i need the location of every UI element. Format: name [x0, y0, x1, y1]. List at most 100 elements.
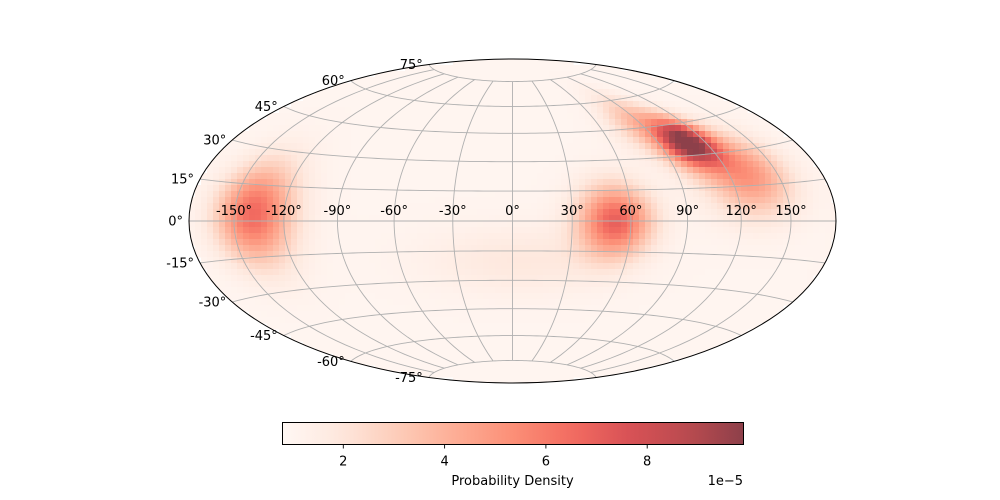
heat-cell: [495, 317, 502, 324]
heat-cell: [645, 101, 652, 108]
heat-cell: [723, 251, 730, 258]
heat-cell: [501, 119, 508, 126]
heat-cell: [633, 71, 640, 78]
heat-cell: [621, 269, 628, 276]
heat-cell: [765, 155, 772, 162]
heat-cell: [279, 329, 286, 336]
heat-cell: [435, 185, 442, 192]
heat-cell: [771, 245, 778, 252]
heat-cell: [411, 167, 418, 174]
heat-cell: [381, 203, 388, 210]
heat-cell: [489, 287, 496, 294]
heat-cell: [567, 143, 574, 150]
heat-cell: [357, 149, 364, 156]
heat-cell: [303, 329, 310, 336]
heat-cell: [705, 239, 712, 246]
heat-cell: [363, 227, 370, 234]
heat-cell: [303, 311, 310, 318]
heat-cell: [573, 347, 580, 354]
heat-cell: [633, 245, 640, 252]
heat-cell: [213, 179, 220, 186]
heat-cell: [549, 83, 556, 90]
heat-cell: [381, 209, 388, 216]
heat-cell: [669, 185, 676, 192]
heat-cell: [813, 215, 820, 222]
heat-cell: [567, 263, 574, 270]
heat-cell: [537, 191, 544, 198]
heat-cell: [417, 365, 424, 372]
heat-cell: [795, 227, 802, 234]
heat-cell: [663, 323, 670, 330]
heat-cell: [429, 137, 436, 144]
heat-cell: [489, 263, 496, 270]
heat-cell: [195, 215, 202, 222]
heat-cell: [393, 311, 400, 318]
heat-cell: [549, 269, 556, 276]
heat-cell: [615, 107, 622, 114]
heat-cell: [651, 305, 658, 312]
heat-cell: [621, 353, 628, 360]
heat-cell: [279, 221, 286, 228]
heat-cell: [369, 257, 376, 264]
heat-cell: [585, 365, 592, 372]
heat-cell: [561, 119, 568, 126]
heat-cell: [633, 323, 640, 330]
heat-cell: [267, 173, 274, 180]
heat-cell: [375, 191, 382, 198]
heat-cell: [561, 299, 568, 306]
heat-cell: [525, 155, 532, 162]
heat-cell: [327, 317, 334, 324]
heat-cell: [705, 269, 712, 276]
heat-cell: [315, 209, 322, 216]
heat-cell: [657, 323, 664, 330]
heat-cell: [435, 113, 442, 120]
heat-cell: [753, 167, 760, 174]
heat-cell: [753, 197, 760, 204]
heat-cell: [525, 137, 532, 144]
heat-cell: [615, 197, 622, 204]
heat-cell: [417, 251, 424, 258]
heat-cell: [579, 281, 586, 288]
heat-cell: [669, 209, 676, 216]
heat-cell: [507, 83, 514, 90]
heat-cell: [717, 125, 724, 132]
heat-cell: [741, 281, 748, 288]
heat-cell: [609, 305, 616, 312]
heat-cell: [585, 179, 592, 186]
heat-cell: [597, 191, 604, 198]
heat-cell: [315, 191, 322, 198]
heat-cell: [663, 191, 670, 198]
heat-cell: [405, 155, 412, 162]
heat-cell: [375, 107, 382, 114]
heat-cell: [459, 113, 466, 120]
heat-cell: [423, 335, 430, 342]
heat-cell: [603, 77, 610, 84]
heat-cell: [537, 233, 544, 240]
heat-cell: [207, 227, 214, 234]
heat-cell: [435, 227, 442, 234]
heat-cell: [729, 119, 736, 126]
heat-cell: [459, 263, 466, 270]
heat-cell: [429, 263, 436, 270]
heat-cell: [597, 113, 604, 120]
heat-cell: [381, 173, 388, 180]
heat-cell: [495, 245, 502, 252]
heat-cell: [309, 239, 316, 246]
heat-cell: [519, 221, 526, 228]
heat-cell: [573, 359, 580, 366]
heat-cell: [435, 371, 442, 378]
heat-cell: [453, 233, 460, 240]
heat-cell: [615, 341, 622, 348]
heat-cell: [435, 89, 442, 96]
heat-cell: [393, 107, 400, 114]
heat-cell: [537, 71, 544, 78]
heat-cell: [525, 209, 532, 216]
heat-cell: [597, 137, 604, 144]
heat-cell: [435, 311, 442, 318]
heat-cell: [429, 293, 436, 300]
heat-cell: [801, 239, 808, 246]
heat-cell: [213, 239, 220, 246]
heat-cell: [375, 347, 382, 354]
heat-cell: [483, 197, 490, 204]
heat-cell: [195, 221, 202, 228]
